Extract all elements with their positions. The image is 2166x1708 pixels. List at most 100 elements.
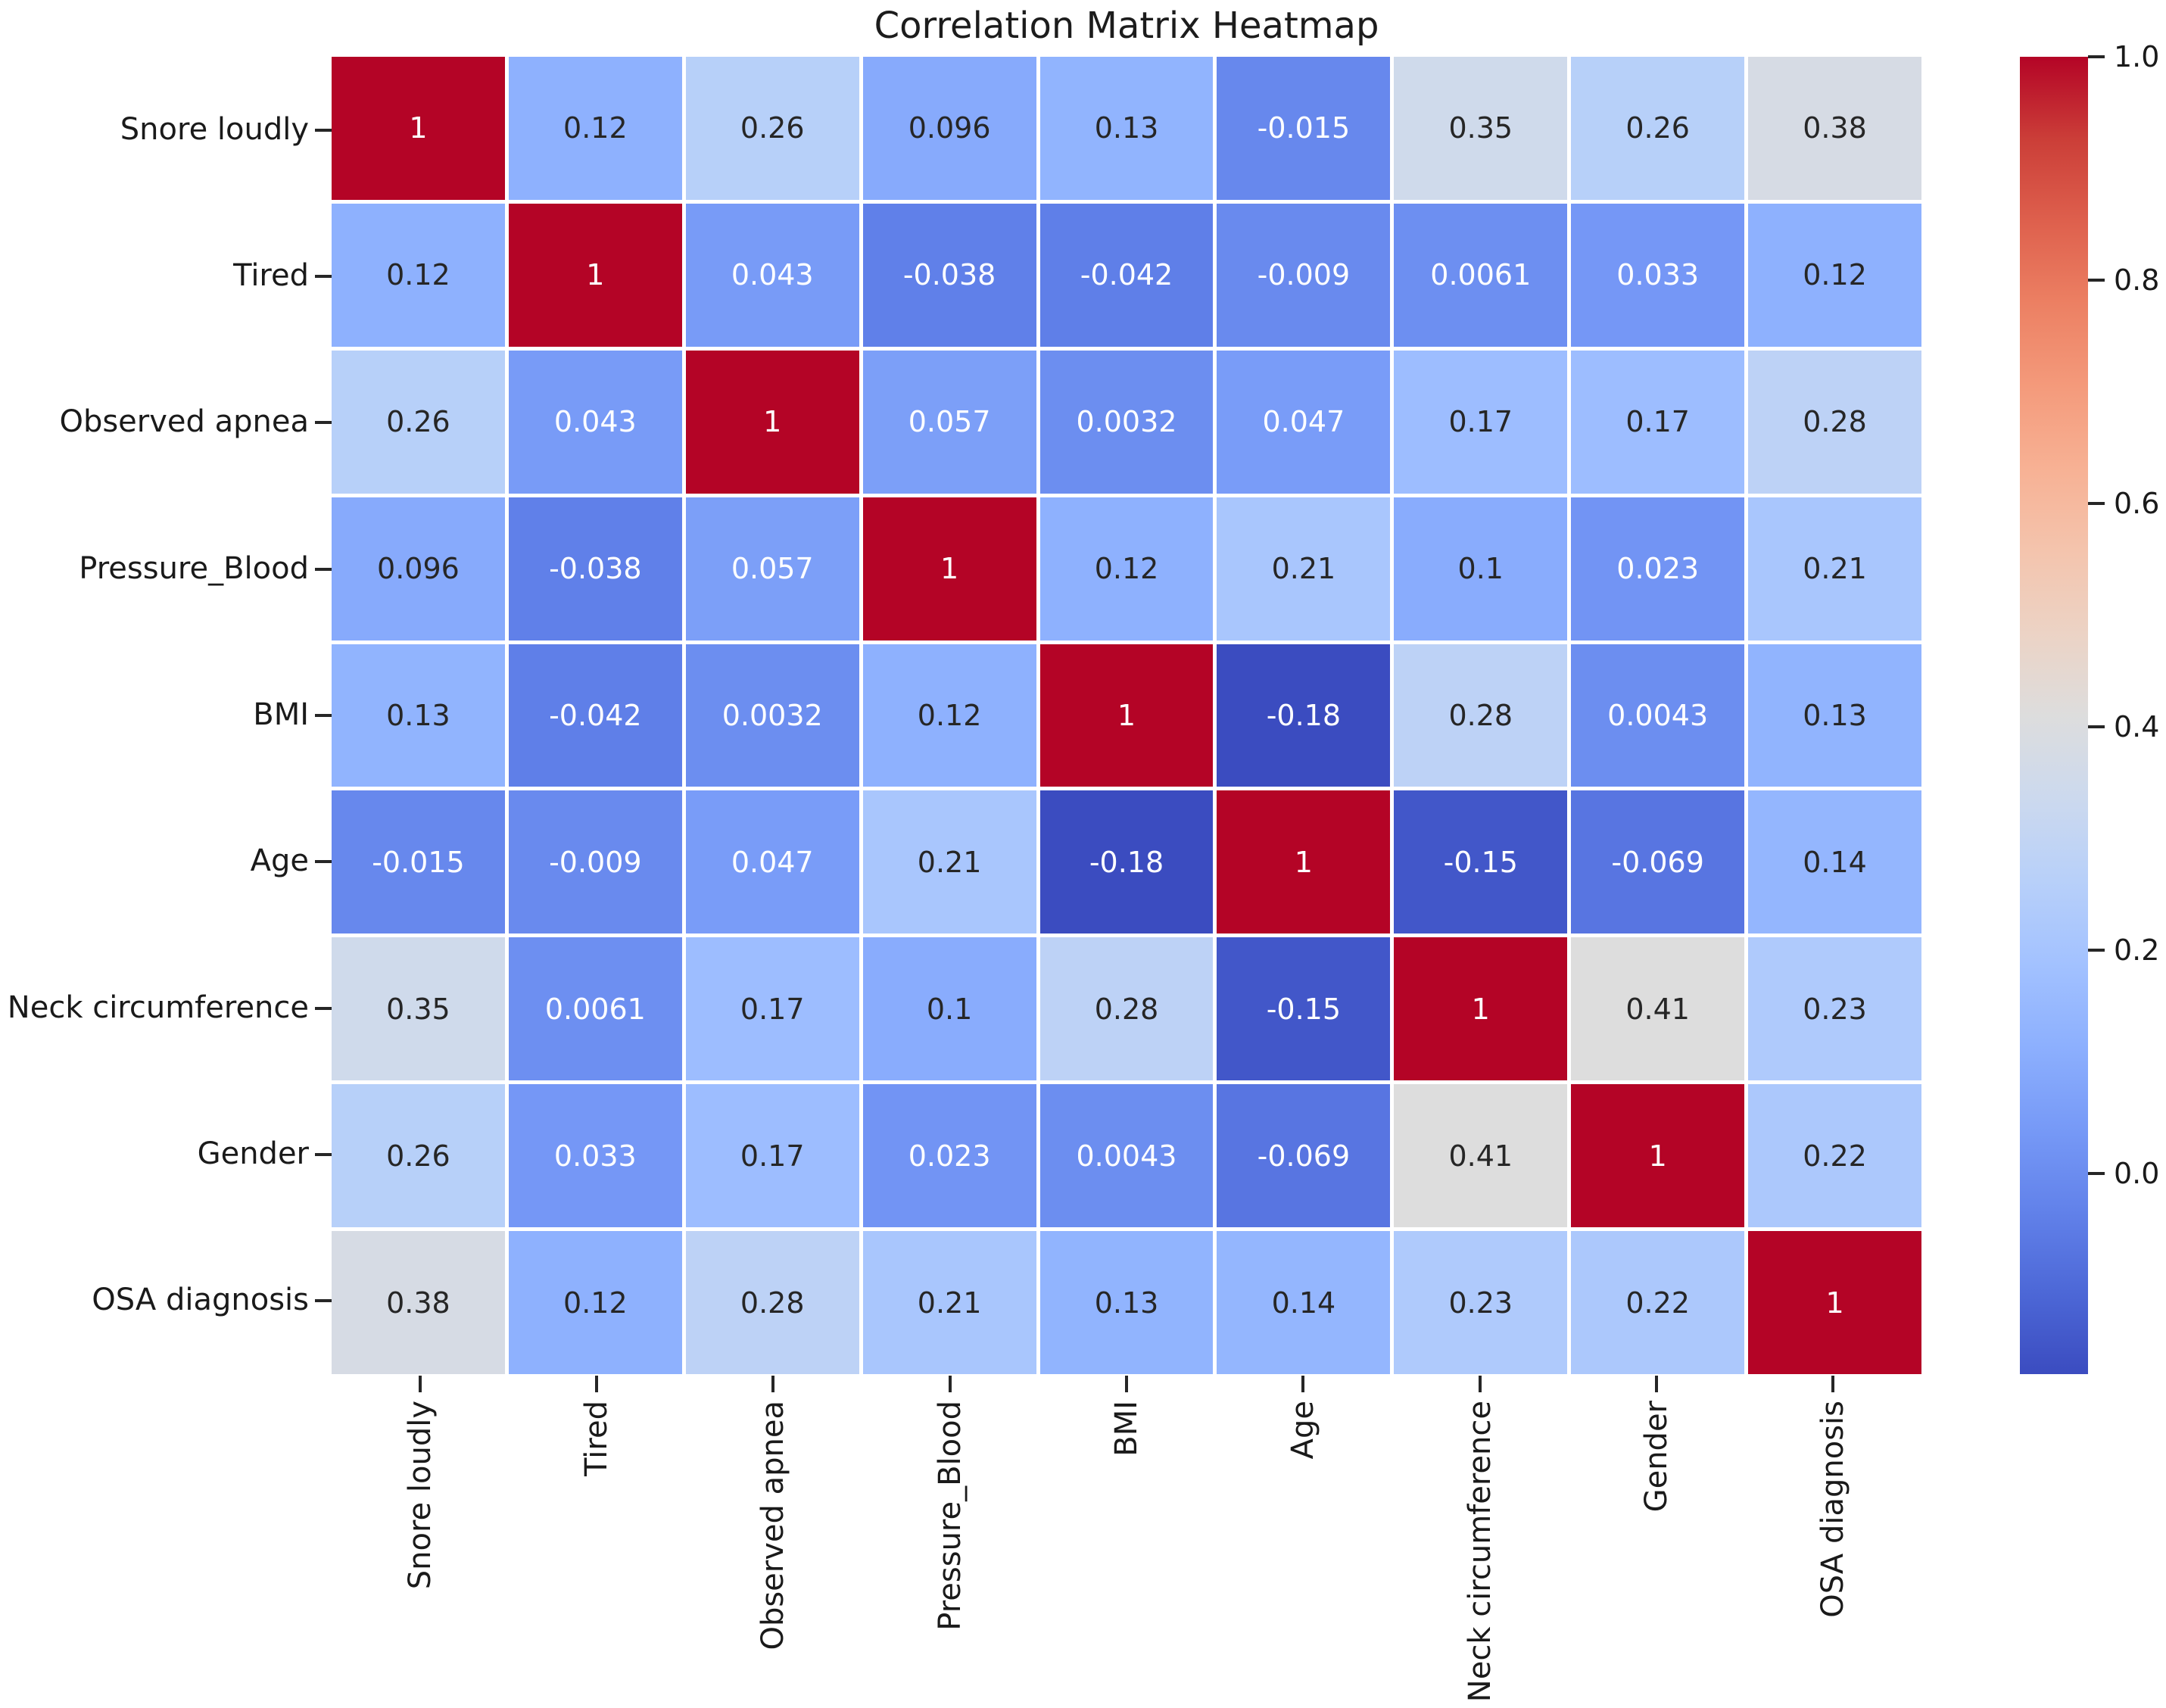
x-axis-label: OSA diagnosis bbox=[1815, 1401, 1851, 1618]
heatmap-cell: -0.15 bbox=[1394, 790, 1568, 934]
x-tick-mark bbox=[418, 1376, 422, 1392]
y-axis-label: Pressure_Blood bbox=[79, 550, 309, 586]
heatmap-cell: 0.12 bbox=[1748, 203, 1921, 347]
heatmap-cell: 0.14 bbox=[1748, 790, 1921, 934]
heatmap-cell: 1 bbox=[1748, 1231, 1921, 1374]
x-axis-label: Neck circumference bbox=[1462, 1401, 1498, 1703]
heatmap-cell: 0.096 bbox=[862, 57, 1036, 200]
heatmap-cell: 0.26 bbox=[332, 350, 505, 494]
heatmap-cell: 0.13 bbox=[1039, 1231, 1214, 1374]
x-tick-mark bbox=[771, 1376, 775, 1392]
heatmap-cell: 0.41 bbox=[1394, 1084, 1568, 1228]
x-tick-mark bbox=[1478, 1376, 1482, 1392]
x-tick-mark bbox=[595, 1376, 598, 1392]
heatmap-cell: -0.18 bbox=[1039, 790, 1214, 934]
heatmap-cell: -0.009 bbox=[508, 790, 682, 934]
colorbar-tick-mark bbox=[2088, 278, 2105, 282]
y-tick-mark bbox=[315, 421, 332, 425]
heatmap-cell: 0.23 bbox=[1394, 1231, 1568, 1374]
y-axis-label: Tired bbox=[233, 258, 309, 294]
heatmap-cell: 0.047 bbox=[685, 790, 859, 934]
y-tick-mark bbox=[315, 567, 332, 571]
colorbar bbox=[2020, 57, 2088, 1374]
y-axis-label: Gender bbox=[197, 1136, 309, 1172]
y-tick-mark bbox=[315, 1153, 332, 1156]
y-tick-mark bbox=[315, 714, 332, 717]
y-axis-label: Age bbox=[250, 843, 309, 879]
heatmap-cell: 0.0043 bbox=[1039, 1084, 1214, 1228]
heatmap-cell: 0.28 bbox=[1039, 937, 1214, 1081]
heatmap-grid: 1 0.12 0.26 0.096 0.13 -0.015 0.35 0.26 0.38 0.12… bbox=[332, 57, 1921, 1374]
y-axis-label: OSA diagnosis bbox=[92, 1283, 309, 1318]
heatmap-cell: 0.1 bbox=[862, 937, 1036, 1081]
colorbar-tick-label: 0.6 bbox=[2114, 486, 2160, 520]
x-axis-label: Observed apnea bbox=[756, 1401, 791, 1650]
colorbar-tick-label: 0.4 bbox=[2114, 709, 2160, 743]
heatmap-cell: 0.38 bbox=[1748, 57, 1921, 200]
colorbar-tick-label: 0.0 bbox=[2114, 1156, 2160, 1190]
heatmap-cell: 0.28 bbox=[685, 1231, 859, 1374]
heatmap-cell: 0.21 bbox=[862, 790, 1036, 934]
heatmap-cell: 0.033 bbox=[508, 1084, 682, 1228]
heatmap-cell: -0.038 bbox=[862, 203, 1036, 347]
heatmap-cell: 0.023 bbox=[862, 1084, 1036, 1228]
y-tick-mark bbox=[315, 128, 332, 132]
heatmap-cell: 0.26 bbox=[1571, 57, 1745, 200]
heatmap-cell: -0.18 bbox=[1217, 644, 1391, 787]
heatmap-cell: 0.0061 bbox=[1394, 203, 1568, 347]
heatmap-cell: 1 bbox=[332, 57, 505, 200]
heatmap-cell: 0.38 bbox=[332, 1231, 505, 1374]
x-tick-mark bbox=[1125, 1376, 1128, 1392]
x-tick-mark bbox=[1655, 1376, 1658, 1392]
heatmap-cell: 0.22 bbox=[1748, 1084, 1921, 1228]
heatmap-cell: 0.13 bbox=[332, 644, 505, 787]
heatmap-cell: 0.17 bbox=[1394, 350, 1568, 494]
heatmap-cell: 0.28 bbox=[1394, 644, 1568, 787]
heatmap-cell: 0.043 bbox=[685, 203, 859, 347]
heatmap-cell: 0.033 bbox=[1571, 203, 1745, 347]
chart-title: Correlation Matrix Heatmap bbox=[874, 5, 1379, 47]
y-tick-mark bbox=[315, 860, 332, 864]
colorbar-tick-label: 0.8 bbox=[2114, 263, 2160, 297]
heatmap-cell: 1 bbox=[1217, 790, 1391, 934]
heatmap-cell: 0.22 bbox=[1571, 1231, 1745, 1374]
colorbar-tick-label: 0.2 bbox=[2114, 933, 2160, 967]
heatmap-cell: -0.15 bbox=[1217, 937, 1391, 1081]
x-axis-label: Pressure_Blood bbox=[932, 1401, 968, 1631]
heatmap-cell: 0.13 bbox=[1039, 57, 1214, 200]
heatmap-cell: 0.1 bbox=[1394, 497, 1568, 640]
heatmap-cell: 0.23 bbox=[1748, 937, 1921, 1081]
x-axis-label: BMI bbox=[1109, 1401, 1144, 1457]
heatmap-cell: 0.057 bbox=[685, 497, 859, 640]
y-axis-label: Neck circumference bbox=[7, 990, 309, 1025]
heatmap-cell: -0.069 bbox=[1217, 1084, 1391, 1228]
heatmap-cell: 0.28 bbox=[1748, 350, 1921, 494]
heatmap-cell: 0.057 bbox=[862, 350, 1036, 494]
heatmap-cell: 0.0032 bbox=[1039, 350, 1214, 494]
y-axis-label: Observed apnea bbox=[59, 404, 309, 440]
x-tick-mark bbox=[1301, 1376, 1305, 1392]
x-axis-label: Snore loudly bbox=[402, 1401, 438, 1590]
heatmap-cell: 0.023 bbox=[1571, 497, 1745, 640]
heatmap-cell: 0.21 bbox=[1217, 497, 1391, 640]
heatmap-cell: 0.17 bbox=[685, 937, 859, 1081]
y-tick-mark bbox=[315, 1006, 332, 1010]
heatmap-cell: 0.12 bbox=[1039, 497, 1214, 640]
heatmap-cell: 0.12 bbox=[862, 644, 1036, 787]
heatmap-cell: -0.015 bbox=[1217, 57, 1391, 200]
heatmap-cell: -0.009 bbox=[1217, 203, 1391, 347]
heatmap-cell: 0.21 bbox=[1748, 497, 1921, 640]
colorbar-tick-mark bbox=[2088, 948, 2105, 952]
heatmap-cell: 0.13 bbox=[1748, 644, 1921, 787]
heatmap-cell: 0.14 bbox=[1217, 1231, 1391, 1374]
heatmap-cell: 0.096 bbox=[332, 497, 505, 640]
heatmap-cell: 0.0061 bbox=[508, 937, 682, 1081]
heatmap-cell: 0.0043 bbox=[1571, 644, 1745, 787]
y-axis-label: Snore loudly bbox=[120, 111, 309, 147]
heatmap-cell: 1 bbox=[1039, 644, 1214, 787]
heatmap-cell: 1 bbox=[685, 350, 859, 494]
heatmap-cell: 0.35 bbox=[1394, 57, 1568, 200]
heatmap-cell: -0.042 bbox=[508, 644, 682, 787]
heatmap-cell: -0.038 bbox=[508, 497, 682, 640]
heatmap-cell: 1 bbox=[508, 203, 682, 347]
